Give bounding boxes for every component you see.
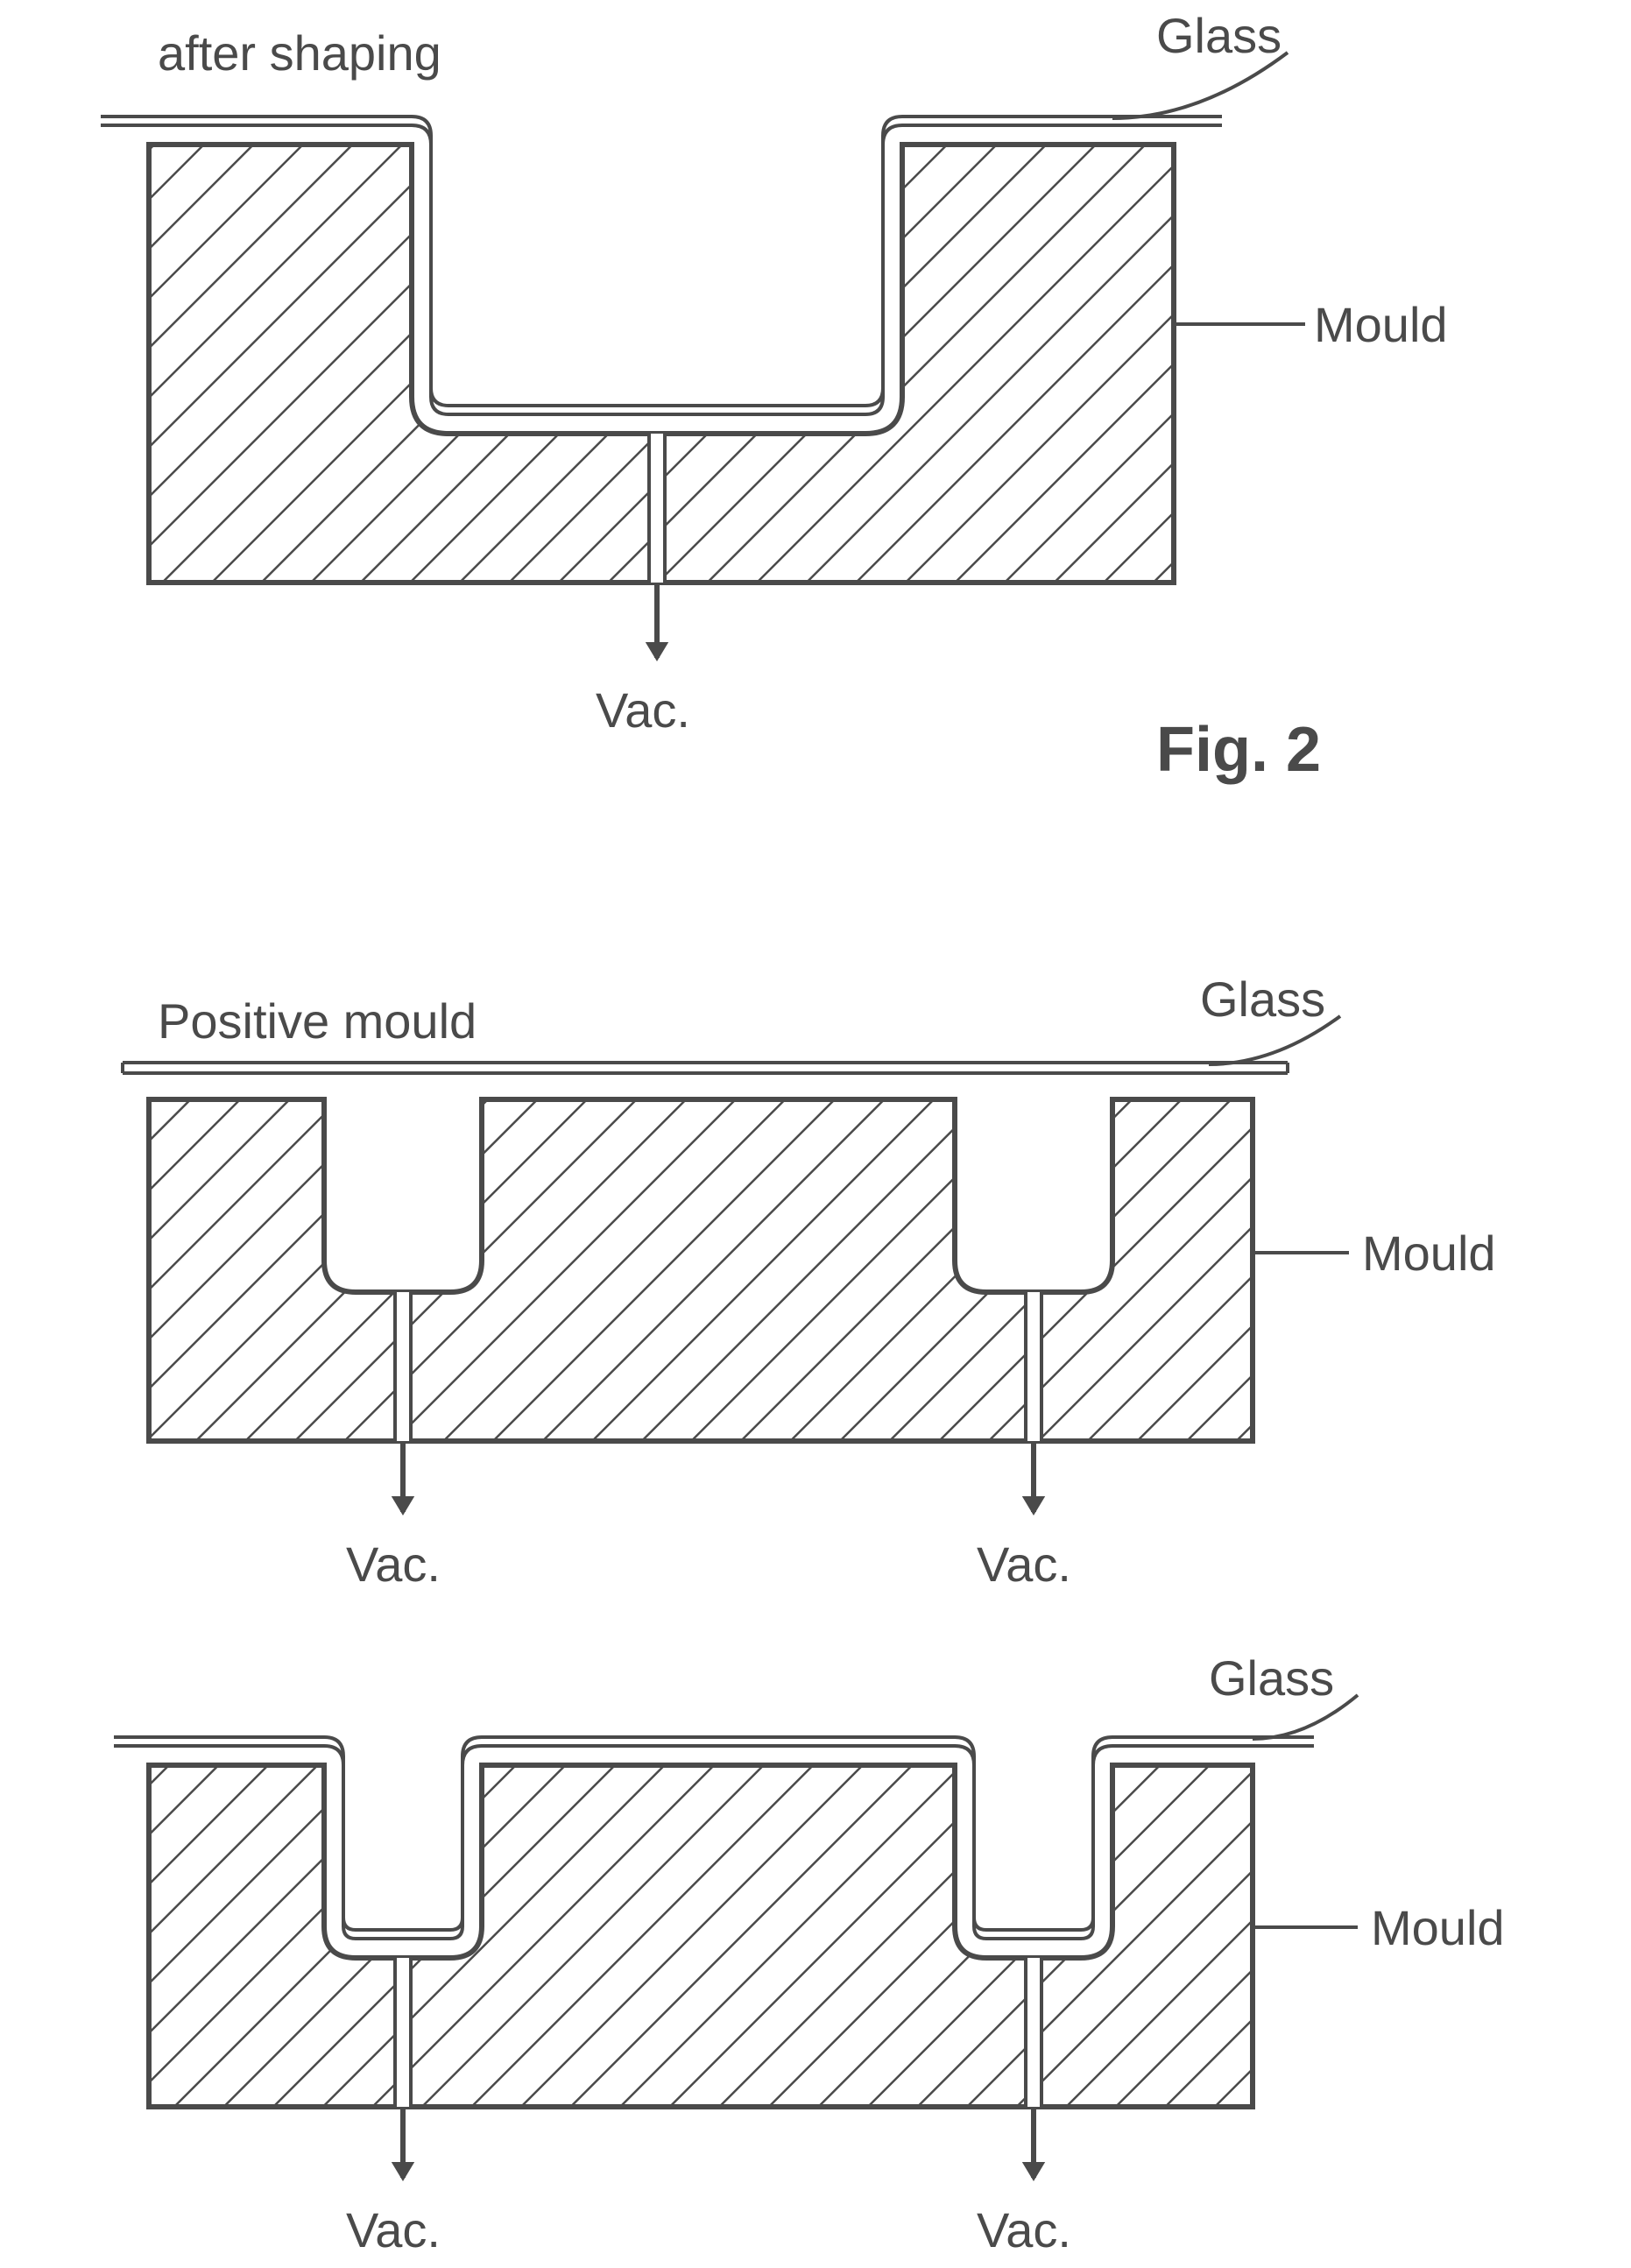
- p3-label-vac-left: Vac.: [346, 2202, 441, 2257]
- fig2-label: Fig. 2: [1156, 715, 1321, 785]
- p1-label-mould: Mould: [1314, 297, 1448, 352]
- p1-label-glass: Glass: [1156, 8, 1282, 63]
- p3-hole-right-channel: [1026, 1958, 1041, 2107]
- p3-arrow-right-head: [1022, 2162, 1045, 2181]
- p3-label-glass: Glass: [1209, 1650, 1334, 1706]
- p2-label-vac-left: Vac.: [346, 1537, 441, 1592]
- p3-arrow-left-head: [392, 2162, 414, 2181]
- p2-label-vac-right: Vac.: [977, 1537, 1071, 1592]
- p3-hole-left-channel: [395, 1958, 411, 2107]
- p3-label-vac-right: Vac.: [977, 2202, 1071, 2257]
- p2-hole-left-channel: [395, 1292, 411, 1441]
- p1-label-vac: Vac.: [596, 682, 690, 738]
- p2-mould-fill: [149, 1099, 1253, 1441]
- p2-label-mould: Mould: [1362, 1226, 1496, 1281]
- p2-label-glass: Glass: [1200, 971, 1325, 1027]
- p3-label-mould: Mould: [1371, 1900, 1505, 1955]
- p1-arrow-head: [646, 642, 668, 661]
- p1-hole-channel: [649, 434, 665, 583]
- p2-arrow-right-head: [1022, 1496, 1045, 1516]
- p1-label-after-shaping: after shaping: [158, 25, 441, 81]
- p2-hole-right-channel: [1026, 1292, 1041, 1441]
- p2-label-positive-mould: Positive mould: [158, 993, 477, 1049]
- p2-arrow-left-head: [392, 1496, 414, 1516]
